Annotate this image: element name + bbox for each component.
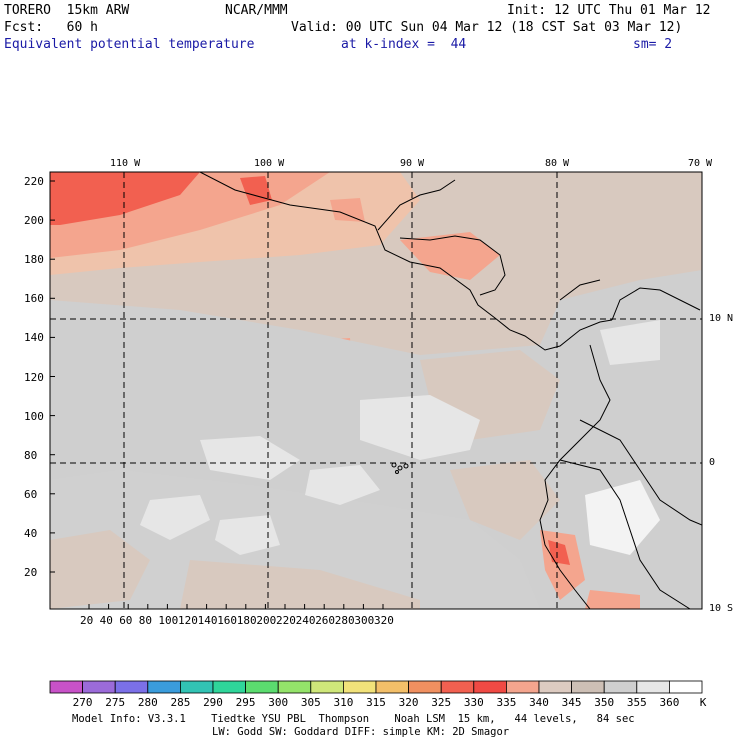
forecast-hour: Fcst: 60 h: [4, 20, 98, 35]
colorbar-swatch: [440, 680, 475, 694]
y-tick-label: 160: [24, 292, 44, 306]
lat-label-10n: 10 N: [709, 313, 734, 324]
x-tick-label: 60: [119, 614, 133, 627]
colorbar-swatch: [245, 680, 279, 694]
field-name: Equivalent potential temperature: [4, 37, 255, 52]
x-tick-label: 320: [374, 614, 394, 627]
x-tick-label: 20: [80, 614, 94, 627]
colorbar-value-label: 305: [300, 696, 321, 709]
y-tick-label: 180: [24, 253, 44, 267]
colorbar-value-label: 360: [659, 696, 680, 709]
lat-label-10s: 10 S: [709, 603, 734, 614]
colorbar-value-label: 270: [72, 696, 93, 709]
y-tick-label: 20: [24, 566, 38, 579]
level-index: at k-index = 44: [341, 37, 467, 52]
colorbar-value-label: 275: [105, 696, 126, 709]
x-tick-label: 80: [138, 614, 153, 627]
colorbar-value-label: 310: [333, 696, 354, 709]
colorbar-swatch: [473, 680, 507, 694]
model-info: Model Info: V3.3.1 Tiedtke YSU PBL Thomp…: [72, 713, 635, 725]
x-tick-label: 120: [178, 614, 198, 627]
colorbar-swatch: [49, 680, 83, 694]
colorbar-swatch: [538, 680, 572, 694]
y-tick-label: 140: [24, 331, 44, 345]
x-tick-label: 240: [295, 614, 316, 627]
colorbar-swatch: [408, 680, 442, 694]
y-tick-label: 40: [24, 526, 38, 540]
colorbar-swatch: [114, 680, 149, 694]
colorbar-swatch: [82, 680, 116, 694]
colorbar-swatch: [669, 680, 703, 694]
colorbar-swatch: [212, 680, 246, 694]
colorbar-value-label: 280: [137, 696, 158, 709]
field-shading: [50, 172, 702, 609]
colorbar-swatch: [342, 680, 377, 694]
colorbar-swatch: [603, 680, 638, 694]
colorbar-swatch: [147, 680, 181, 694]
lon-label-70w: 70 W: [688, 158, 713, 169]
x-tick-label: 100: [158, 614, 179, 627]
valid-time: Valid: 00 UTC Sun 04 Mar 12 (18 CST Sat …: [291, 20, 683, 35]
y-tick-label: 80: [24, 448, 38, 462]
y-tick-label: 200: [24, 214, 44, 228]
colorbar-value-label: 335: [496, 696, 517, 709]
model-physics: LW: Godd SW: Goddard DIFF: simple KM: 2D…: [212, 726, 510, 738]
colorbar-value-label: 290: [203, 696, 223, 709]
colorbar-value-label: 350: [594, 696, 615, 709]
x-tick-label: 260: [315, 614, 336, 627]
colorbar-swatch: [505, 680, 540, 694]
colorbar-value-label: 315: [366, 696, 386, 709]
colorbar-value-label: 285: [170, 696, 191, 709]
model-name: TORERO 15km ARW: [4, 3, 130, 18]
y-tick-label: 120: [24, 370, 44, 384]
colorbar-value-label: 325: [431, 696, 452, 709]
colorbar-value-label: 320: [398, 696, 419, 709]
y-tick-label: 100: [24, 409, 44, 423]
colorbar-swatch: [636, 680, 670, 694]
lat-label-0: 0: [709, 457, 716, 468]
lon-label-100w: 100 W: [254, 158, 285, 169]
x-tick-label: 40: [99, 614, 113, 627]
colorbar-swatch: [375, 680, 409, 694]
coastlines: [199, 172, 702, 609]
colorbar-swatch: [571, 680, 605, 694]
colorbar-swatch: [277, 680, 312, 694]
colorbar-swatch: [310, 680, 344, 694]
colorbar-unit: K: [699, 696, 707, 709]
smoothing-label: sm= 2: [633, 37, 673, 52]
x-tick-label: 140: [197, 614, 218, 627]
init-time: Init: 12 UTC Thu 01 Mar 12: [507, 3, 711, 18]
colorbar-swatch: [179, 680, 214, 694]
colorbar-value-label: 300: [268, 696, 289, 709]
lon-label-80w: 80 W: [545, 158, 570, 169]
colorbar: [49, 680, 703, 694]
x-tick-label: 300: [354, 614, 375, 627]
x-tick-label: 220: [276, 614, 296, 627]
colorbar-value-label: 330: [463, 696, 484, 709]
graticule: [50, 172, 702, 609]
organization-label: NCAR/MMM: [225, 3, 288, 18]
x-tick-label: 180: [236, 614, 257, 627]
colorbar-value-label: 295: [235, 696, 256, 709]
colorbar-value-label: 345: [561, 696, 582, 709]
x-tick-label: 160: [217, 614, 238, 627]
x-tick-label: 200: [256, 614, 277, 627]
x-tick-label: 280: [334, 614, 355, 627]
map-frame: [49, 171, 703, 610]
colorbar-value-label: 340: [529, 696, 549, 709]
lon-label-90w: 90 W: [400, 158, 425, 169]
y-tick-label: 220: [24, 175, 44, 188]
colorbar-value-label: 355: [626, 696, 647, 709]
lon-label-110w: 110 W: [110, 158, 141, 169]
y-tick-label: 60: [24, 487, 38, 501]
